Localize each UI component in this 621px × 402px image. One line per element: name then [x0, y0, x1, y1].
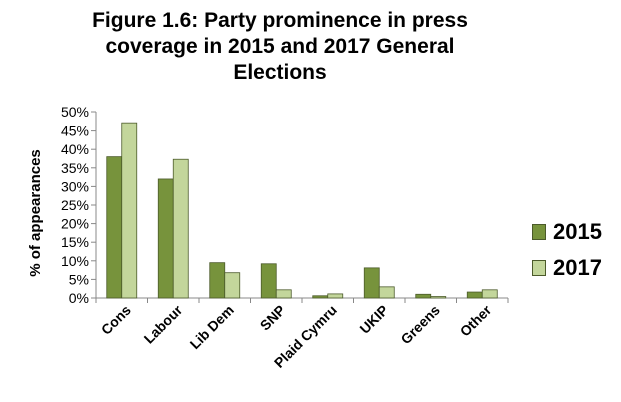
legend-label-2017: 2017 — [553, 255, 602, 280]
y-tick-label: 40% — [61, 141, 89, 157]
x-tick-label: Greens — [397, 302, 443, 348]
bar-2017-snp — [275, 289, 292, 299]
bar-2015-greens — [415, 293, 432, 299]
x-tick-label: UKIP — [356, 302, 391, 337]
bar-2017-labour — [172, 158, 189, 299]
chart-title-line-1: Figure 1.6: Party prominence in press — [92, 9, 468, 32]
bar-2017-ukip — [378, 286, 395, 299]
y-tick-label: 15% — [61, 234, 89, 250]
legend: 2015 2017 — [532, 214, 602, 286]
y-tick-label: 30% — [61, 178, 89, 194]
chart-title: Figure 1.6: Party prominence in press co… — [40, 8, 520, 86]
bar-2015-snp — [260, 263, 277, 299]
x-tick-label: Cons — [98, 302, 134, 338]
x-tick-label: Other — [457, 301, 495, 339]
legend-swatch-2017 — [532, 260, 546, 276]
y-tick-label: 0% — [69, 290, 89, 306]
x-tick-label: Labour — [141, 301, 186, 346]
y-axis: 0% 5% 10% 15% 20% 25% 30% 35% 40% 45% 50% — [61, 104, 97, 306]
y-tick-label: 35% — [61, 160, 89, 176]
legend-item-2015: 2015 — [532, 214, 602, 250]
bar-2015-cons — [106, 156, 123, 299]
y-tick-label: 25% — [61, 197, 89, 213]
bar-2015-lib-dem — [209, 262, 226, 299]
chart-title-line-2: coverage in 2015 and 2017 General — [105, 35, 455, 58]
bar-2017-lib-dem — [224, 272, 241, 299]
bar-2017-plaid-cymru — [327, 293, 344, 299]
y-tick-label: 10% — [61, 253, 89, 269]
legend-label-2015: 2015 — [553, 219, 602, 244]
y-axis-label: % of appearances — [27, 149, 44, 277]
bar-2015-other — [466, 291, 483, 299]
legend-swatch-2015 — [532, 224, 546, 240]
y-tick-label: 45% — [61, 123, 89, 139]
legend-item-2017: 2017 — [532, 250, 602, 286]
x-tick-label: Lib Dem — [187, 302, 237, 352]
x-tick-label: SNP — [257, 302, 289, 334]
bar-2015-labour — [157, 178, 174, 299]
bar-2017-greens — [430, 296, 447, 299]
bar-2017-cons — [121, 122, 138, 299]
y-tick-label: 20% — [61, 216, 89, 232]
bar-2015-ukip — [363, 267, 380, 299]
bar-2017-other — [481, 289, 498, 299]
bars — [106, 122, 498, 299]
y-tick-label: 50% — [61, 104, 89, 120]
chart-title-line-3: Elections — [233, 61, 327, 84]
bar-2015-plaid-cymru — [312, 295, 329, 299]
y-tick-label: 5% — [69, 271, 89, 287]
